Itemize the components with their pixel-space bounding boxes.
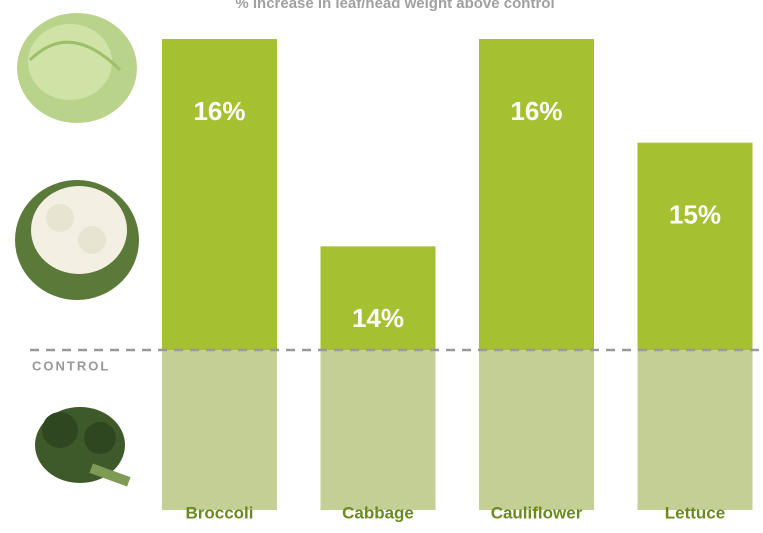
bar	[638, 143, 753, 350]
value-label: 16%	[193, 96, 245, 126]
bar	[479, 39, 594, 350]
control-bar	[162, 350, 277, 510]
value-label: 14%	[352, 303, 404, 333]
bar	[162, 39, 277, 350]
control-bar	[638, 350, 753, 510]
value-label: 15%	[669, 200, 721, 230]
chart: % increase in leaf/head weight above con…	[0, 0, 763, 533]
cabbage-icon	[17, 13, 137, 123]
x-tick-label: Broccoli	[185, 503, 253, 522]
x-tick-label: Lettuce	[665, 503, 725, 522]
bar	[321, 246, 436, 350]
control-label: CONTROL	[32, 358, 110, 373]
control-bar	[479, 350, 594, 510]
x-tick-label: Cauliflower	[491, 503, 583, 522]
broccoli-icon	[35, 407, 131, 487]
cauliflower-icon	[15, 180, 139, 300]
value-label: 16%	[510, 96, 562, 126]
x-tick-label: Cabbage	[342, 503, 414, 522]
chart-title: % increase in leaf/head weight above con…	[235, 0, 554, 12]
control-bar	[321, 350, 436, 510]
